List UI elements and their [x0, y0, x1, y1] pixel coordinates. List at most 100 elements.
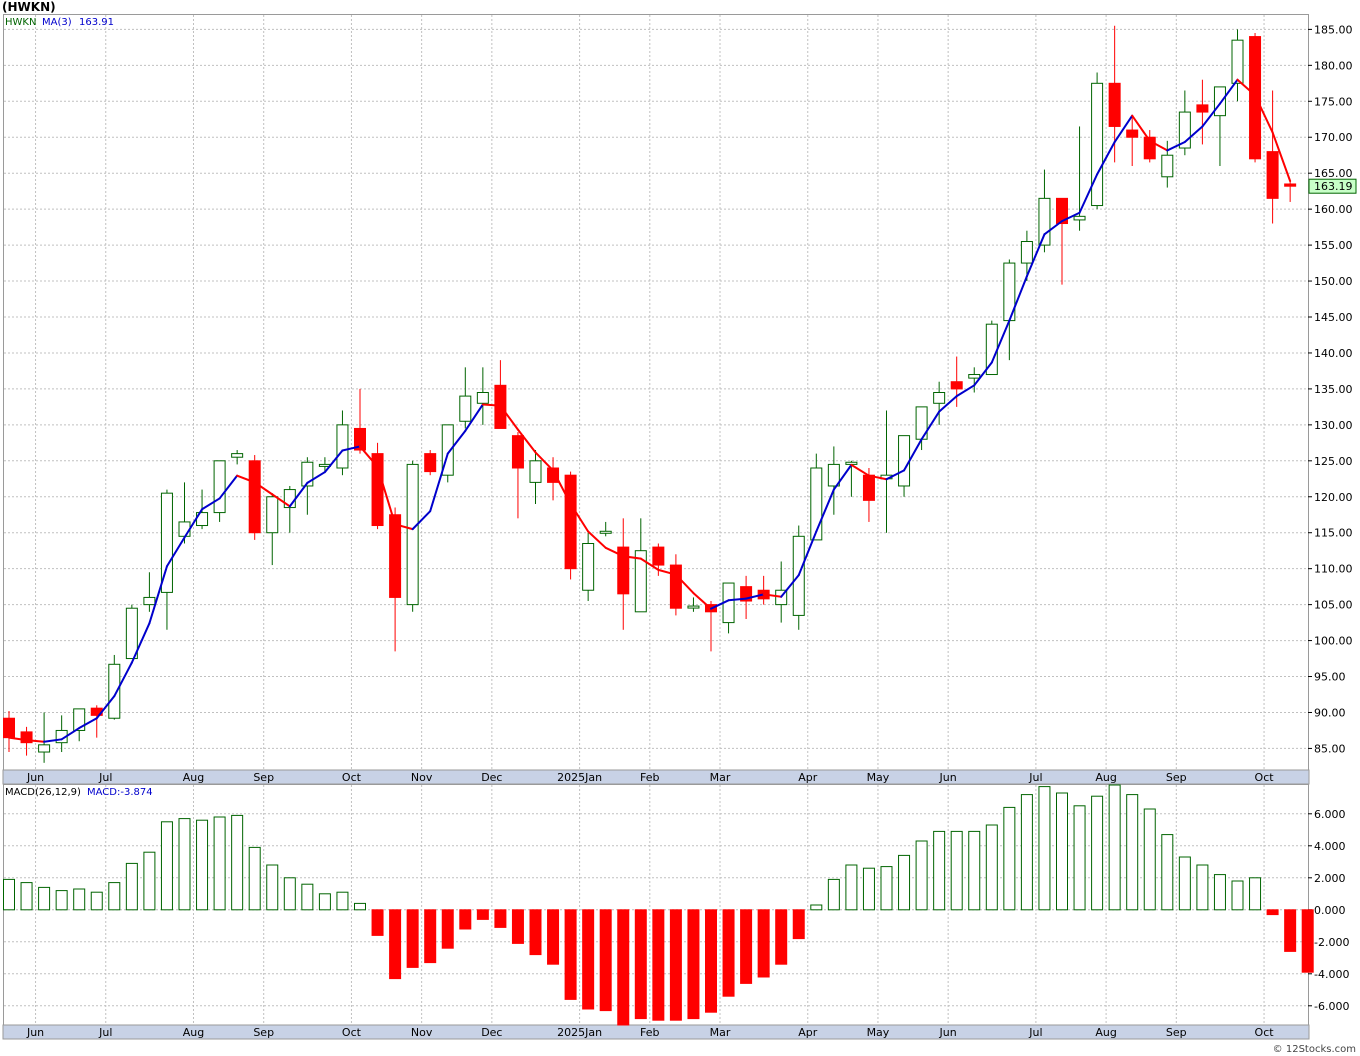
macd-bar	[1196, 864, 1209, 911]
macd-bar	[1249, 877, 1262, 911]
price-x-tick-label: Jun	[939, 771, 957, 784]
price-y-tick-label: 170.00	[1314, 131, 1353, 144]
macd-y-tick-label: -6.000	[1314, 1000, 1349, 1013]
candle-body	[354, 427, 366, 451]
price-x-axis-bar	[2, 769, 1310, 785]
ma-segment	[973, 361, 993, 387]
price-y-tick-label: 120.00	[1314, 491, 1353, 504]
price-grid	[4, 15, 1308, 770]
candle-body	[634, 550, 647, 613]
macd-x-tick-label: Oct	[1255, 1026, 1275, 1039]
ma-segment	[1061, 211, 1081, 223]
macd-x-tick-label: Apr	[798, 1026, 818, 1039]
ma-segment	[534, 451, 555, 472]
price-panel-frame	[3, 14, 1309, 771]
macd-bar	[476, 909, 489, 920]
candle-body	[1143, 136, 1156, 160]
macd-bar	[371, 909, 384, 936]
ma-segment	[130, 622, 151, 664]
ma-segment	[60, 727, 81, 741]
macd-bar	[582, 909, 595, 1010]
candle-body	[1020, 241, 1033, 264]
price-x-tick-label: Dec	[481, 771, 502, 784]
ma-segment	[885, 469, 906, 481]
ma-segment	[78, 717, 98, 730]
macd-bar	[38, 886, 51, 911]
price-legend-symbol: HWKN	[5, 17, 36, 28]
ma-segment	[1201, 102, 1221, 128]
price-x-tick-label: Aug	[1095, 771, 1116, 784]
macd-bar	[564, 909, 577, 1000]
candle-body	[389, 514, 402, 598]
macd-x-tick-label: Aug	[1095, 1026, 1116, 1039]
macd-bar	[1284, 909, 1297, 952]
candle-body	[336, 424, 349, 469]
ma-segment	[201, 497, 221, 511]
price-x-tick-label: Feb	[640, 771, 659, 784]
price-y-tick-label: 140.00	[1314, 347, 1353, 360]
ma-segment	[710, 599, 730, 610]
macd-bar	[915, 840, 928, 911]
candle-body	[266, 496, 279, 534]
candle-body	[1231, 39, 1244, 84]
ma-segment	[411, 510, 432, 531]
ma-segment	[148, 565, 168, 625]
macd-bar	[792, 909, 805, 940]
macd-bar	[617, 909, 630, 1026]
macd-bar	[354, 902, 366, 911]
ma-segment	[446, 429, 467, 455]
candle-body	[687, 605, 700, 609]
candle-body	[459, 395, 472, 422]
ma-segment	[990, 319, 1011, 364]
price-x-tick-label: May	[867, 771, 890, 784]
ma-segment	[8, 736, 28, 742]
macd-bar	[687, 909, 700, 1020]
price-y-axis: 85.00 90.00 95.00 100.00 105.00 110.00 115.00 1…	[1308, 23, 1353, 755]
ma-segment	[306, 471, 326, 484]
ma-segment	[745, 593, 765, 600]
ma-segment	[622, 555, 642, 560]
macd-x-tick-label: Jul	[1028, 1026, 1042, 1039]
macd-bar	[143, 851, 156, 911]
macd-bar	[406, 909, 419, 968]
macd-histogram	[3, 784, 1314, 1026]
candle-body	[511, 435, 524, 469]
macd-y-tick-label: 0.000	[1314, 904, 1346, 917]
price-y-tick-label: 185.00	[1314, 23, 1353, 36]
macd-x-tick-label: Oct	[342, 1026, 362, 1039]
ma-segment	[376, 465, 397, 526]
macd-bar	[389, 909, 402, 980]
ma-segment	[727, 597, 748, 602]
candle-body	[652, 546, 665, 566]
candle-body	[1266, 151, 1279, 199]
macd-bar	[125, 862, 138, 911]
macd-x-tick-label: Jun	[939, 1026, 957, 1039]
ma-segment	[1271, 131, 1292, 183]
candle-body	[38, 744, 51, 753]
macd-bar	[722, 909, 735, 997]
ma-segment	[1043, 220, 1063, 236]
ma-segment	[165, 536, 186, 568]
macd-x-tick-label: Jun	[26, 1026, 44, 1039]
macd-bar	[1073, 805, 1086, 911]
price-y-tick-label: 150.00	[1314, 275, 1353, 288]
candle-body	[1056, 197, 1068, 225]
macd-bar	[266, 864, 279, 911]
candle-body	[1196, 104, 1209, 113]
price-y-tick-label: 115.00	[1314, 527, 1353, 540]
macd-x-axis: Jun Jul Aug Sep Oct Nov Dec 2025Jan Feb Mar Apr May…	[26, 1026, 1274, 1039]
price-y-tick-label: 165.00	[1314, 167, 1353, 180]
macd-x-tick-label: May	[867, 1026, 890, 1039]
price-x-tick-label: Jul	[1028, 771, 1042, 784]
candle-body	[476, 392, 489, 404]
macd-bar	[968, 830, 981, 911]
ma-segment	[1218, 78, 1239, 105]
ma-segment	[323, 449, 344, 474]
macd-bar	[933, 830, 946, 911]
price-x-tick-label: Jun	[26, 771, 44, 784]
candle-body	[529, 460, 542, 483]
ma-segment	[674, 573, 695, 595]
ma-segment	[394, 523, 414, 531]
moving-average-line	[8, 78, 1292, 743]
macd-bar	[108, 882, 121, 911]
